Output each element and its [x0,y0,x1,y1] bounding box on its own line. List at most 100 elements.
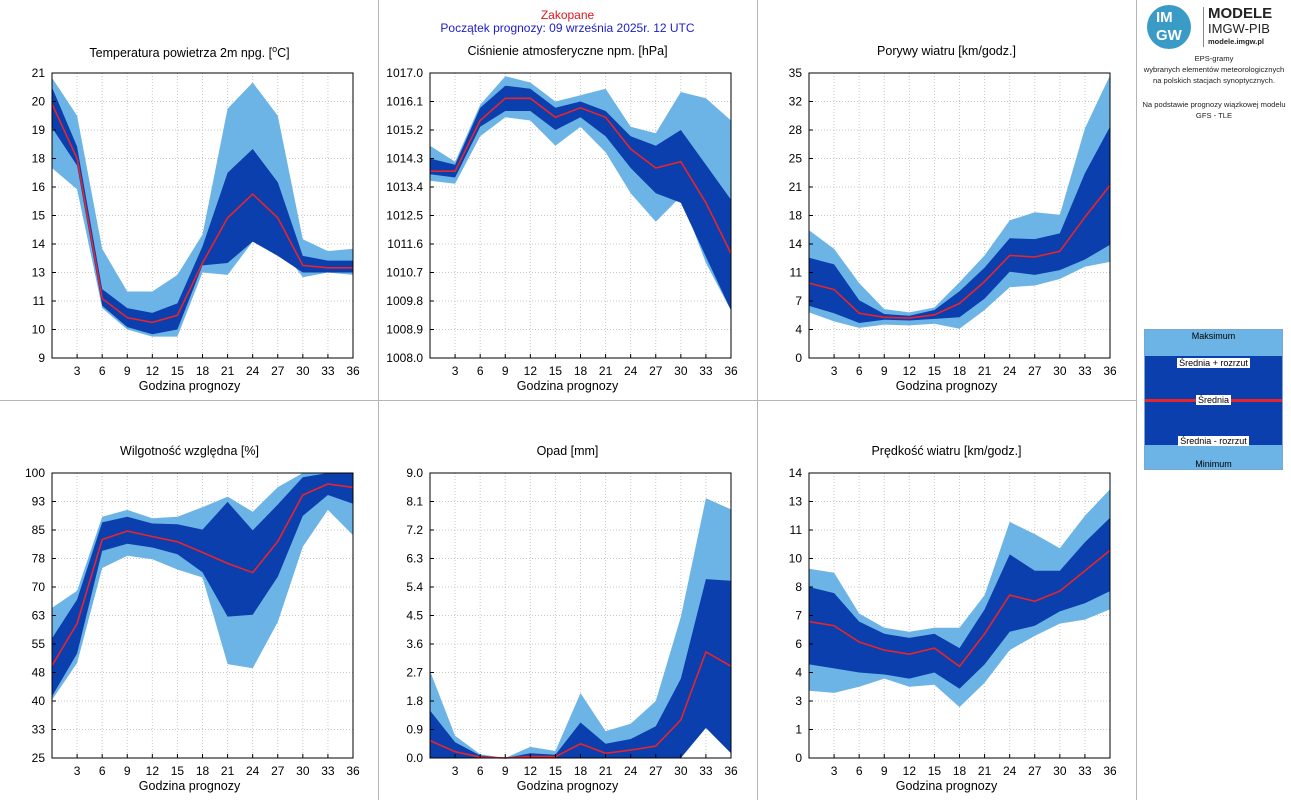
y-tick-label: 2.7 [406,666,423,680]
y-tick-label: 33 [32,723,46,737]
x-tick-label: 3 [831,764,838,778]
minmax-band [430,76,731,311]
legend: Maksimum Średnia + rozrzut Średnia Średn… [1144,329,1283,470]
y-tick-label: 1008.0 [386,351,423,365]
x-tick-label: 33 [1078,364,1092,378]
x-tick-label: 15 [171,764,185,778]
x-tick-label: 21 [221,764,235,778]
legend-band-outer [1145,330,1282,356]
panel-title: Prędkość wiatru [km/godz.] [871,444,1022,458]
x-tick-label: 36 [346,364,360,378]
y-tick-label: 1012.5 [386,209,423,223]
y-tick-label: 16 [32,180,46,194]
x-tick-label: 36 [346,764,360,778]
gusts-panel: Porywy wiatru [km/godz.] 3 6 9 12 15 18 21 24 27… [757,0,1136,400]
x-tick-label: 33 [321,764,335,778]
y-tick-label: 0 [795,351,802,365]
x-tick-label: 30 [674,364,688,378]
y-tick-label: 28 [789,123,803,137]
y-tick-label: 35 [789,66,803,80]
imgw-logo-icon: IM GW [1147,5,1191,49]
x-tick-label: 36 [724,364,738,378]
x-tick-label: 21 [978,764,992,778]
x-tick-label: 6 [99,364,106,378]
x-tick-label: 30 [296,764,310,778]
x-tick-label: 24 [624,764,638,778]
info-line: Na podstawie prognozy wiązkowej modelu [1142,100,1286,109]
legend-mean-minus-label: Średnia - rozrzut [1178,436,1249,446]
y-tick-label: 14 [789,237,803,251]
mean-line [808,549,1111,668]
x-tick-label: 18 [953,364,967,378]
mean-line [808,184,1111,319]
x-tick-label: 12 [524,364,538,378]
x-tick-label: 12 [524,764,538,778]
y-tick-label: 5.4 [406,580,423,594]
y-tick-label: 70 [32,580,46,594]
x-axis-label: Godzina prognozy [138,779,241,793]
legend-min-label: Minimum [1195,459,1232,469]
x-tick-label: 6 [99,764,106,778]
x-tick-label: 15 [549,364,563,378]
x-tick-label: 33 [699,364,713,378]
x-tick-label: 9 [502,364,509,378]
x-axis-label: Godzina prognozy [895,379,998,393]
panel-title: Temperatura powietrza 2m npg. [oC] [89,44,290,61]
wind-panel: Prędkość wiatru [km/godz.] 3 6 9 12 15 18 21 24… [757,400,1136,800]
x-tick-label: 30 [674,764,688,778]
x-tick-label: 12 [903,364,917,378]
y-tick-label: 14 [789,466,803,480]
spread-band [809,126,1110,323]
y-tick-label: 7 [795,609,802,623]
x-tick-label: 6 [477,364,484,378]
y-tick-label: 93 [32,495,46,509]
y-tick-label: 1013.4 [386,180,423,194]
y-tick-label: 15 [32,209,46,223]
legend-max-label: Maksimum [1191,331,1236,341]
x-tick-label: 18 [196,764,210,778]
humidity-panel: Wilgotność względna [%] 3 6 9 12 15 18 21 24 27 3… [0,400,379,800]
y-tick-label: 1014.3 [386,152,423,166]
panel-title: Porywy wiatru [km/godz.] [877,44,1016,58]
y-tick-label: 1015.2 [386,123,423,137]
x-axis-label: Godzina prognozy [516,379,619,393]
x-tick-label: 21 [978,364,992,378]
info-line: wybranych elementów meteorologicznych [1143,65,1285,74]
y-tick-label: 11 [33,294,46,308]
y-tick-label: 7.2 [406,523,423,537]
y-tick-label: 1017.0 [386,66,423,80]
y-tick-label: 32 [789,95,803,109]
x-tick-label: 12 [146,764,160,778]
x-tick-label: 15 [171,364,185,378]
y-tick-label: 18 [32,152,46,166]
y-tick-label: 4 [795,323,802,337]
spread-band [430,85,731,311]
x-tick-label: 27 [649,764,663,778]
y-tick-label: 1016.1 [386,95,423,109]
y-tick-label: 10 [789,552,803,566]
x-tick-label: 36 [724,764,738,778]
y-tick-label: 40 [32,694,46,708]
y-tick-label: 25 [789,152,803,166]
x-tick-label: 36 [1103,764,1117,778]
imgw-logo[interactable]: IM GW MODELE IMGW-PIB modele.imgw.pl [1145,3,1285,49]
y-tick-label: 0.0 [406,751,423,765]
y-tick-label: 63 [32,609,46,623]
y-tick-label: 78 [32,552,46,566]
info-line: GFS - TLE [1195,111,1233,120]
x-tick-label: 9 [124,764,131,778]
x-axis-label: Godzina prognozy [138,379,241,393]
x-tick-label: 30 [1053,364,1067,378]
pressure-chart: 3 6 9 12 15 18 21 24 27 30 33 361008.01008.91009.81… [386,66,738,378]
mean-line [51,483,354,667]
pressure-panel: Ciśnienie atmosferyczne npm. [hPa] 3 6 9 12… [378,0,757,400]
y-tick-label: 21 [32,66,46,80]
logo-url: modele.imgw.pl [1208,37,1264,46]
y-tick-label: 3 [795,694,802,708]
y-tick-label: 9 [38,351,45,365]
y-tick-label: 1010.7 [386,266,423,280]
x-tick-label: 12 [146,364,160,378]
x-tick-label: 27 [271,764,285,778]
